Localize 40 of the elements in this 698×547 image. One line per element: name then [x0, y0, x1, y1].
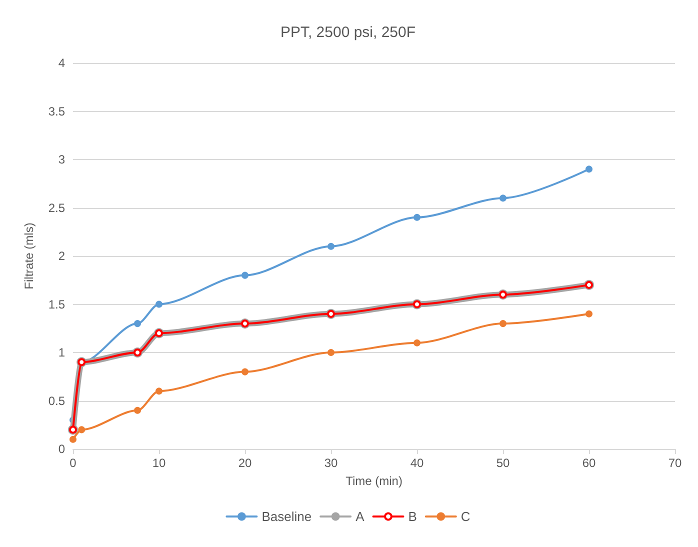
point [134, 406, 141, 414]
point [242, 272, 248, 279]
legend-label: C [460, 509, 470, 524]
chart-title: PPT, 2500 psi, 250F [280, 24, 416, 41]
point [328, 242, 334, 250]
point [586, 166, 592, 173]
y-tick-label: 3.5 [48, 104, 66, 118]
y-tick-label: 1 [58, 346, 66, 360]
point [500, 194, 506, 202]
point [70, 436, 76, 443]
legend-label: A [356, 509, 365, 524]
y-tick-label: 1.5 [48, 297, 66, 312]
x-tick-label: 10 [152, 456, 166, 470]
y-tick-label: 2.5 [48, 200, 66, 215]
y-tick-label: 0 [58, 442, 66, 456]
x-tick-label: 60 [582, 456, 596, 470]
point [78, 426, 86, 434]
y-axis-title: Filtrate (mls) [22, 222, 36, 290]
x-axis-title: Time (min) [346, 474, 402, 488]
point [156, 300, 162, 308]
y-tick-label: 0.5 [48, 394, 66, 408]
point [328, 349, 334, 356]
legend-label: B [408, 509, 417, 524]
x-tick-label: 50 [496, 456, 510, 470]
x-tick-label: 70 [668, 456, 682, 470]
x-tick-label: 40 [410, 456, 424, 470]
y-tick-label: 2 [58, 249, 66, 263]
point [242, 368, 248, 376]
point [500, 320, 506, 328]
legend-label: Baseline [262, 509, 312, 524]
point [414, 339, 420, 346]
point [156, 388, 162, 395]
point [414, 214, 420, 221]
y-tick-label: 3 [58, 152, 66, 166]
x-tick-label: 30 [324, 456, 338, 470]
point [134, 320, 141, 328]
y-tick-label: 4 [58, 56, 66, 70]
x-tick-label: 20 [238, 456, 252, 470]
point [586, 310, 592, 318]
x-tick-label: 0 [70, 456, 77, 470]
